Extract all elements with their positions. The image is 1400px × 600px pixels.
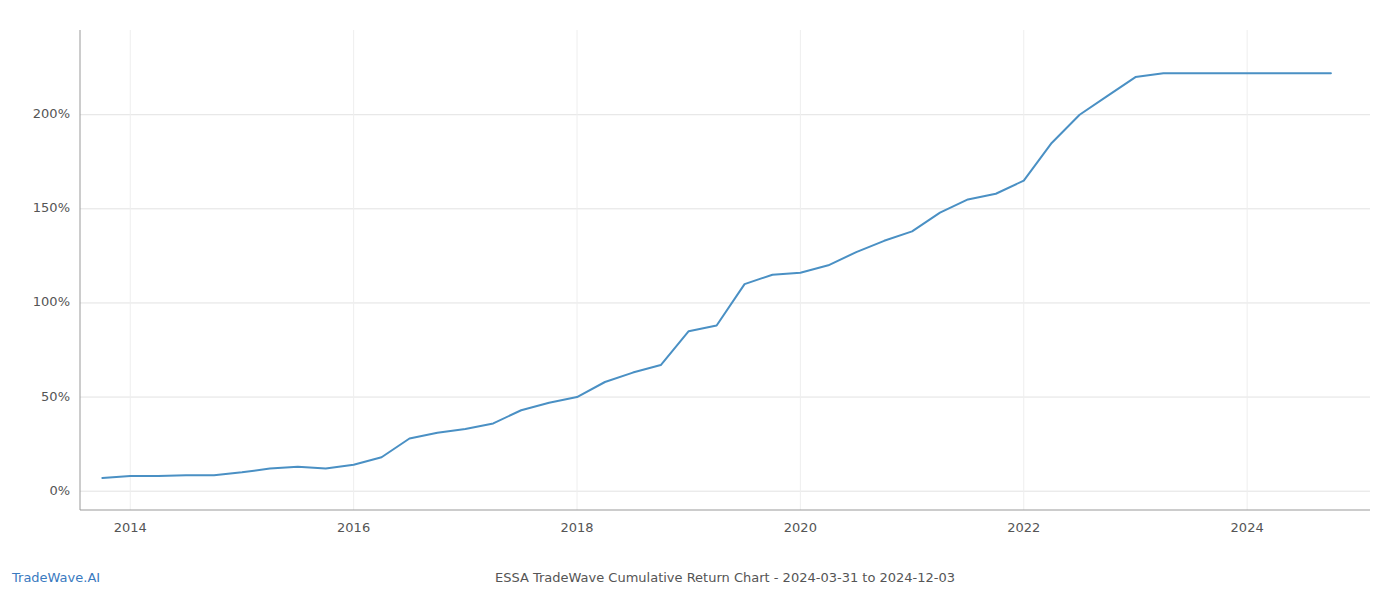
x-tick-label: 2018 xyxy=(560,520,593,535)
plot-area xyxy=(102,73,1331,478)
y-tick-label: 150% xyxy=(33,200,70,215)
y-grid-line xyxy=(80,208,1370,209)
x-tick-label: 2016 xyxy=(337,520,370,535)
x-tick-label: 2020 xyxy=(784,520,817,535)
x-grid-line xyxy=(130,30,131,510)
axes: 0% 50% 100% 150% 200% 2014 2016 2018 2020 2022 202… xyxy=(33,30,1370,535)
chart-svg: 0% 50% 100% 150% 200% 2014 2016 2018 2020 2022 202… xyxy=(0,0,1400,600)
x-grid-line xyxy=(1023,30,1024,510)
line-series xyxy=(102,73,1331,478)
x-axis-line xyxy=(80,510,1370,511)
y-tick-label: 50% xyxy=(41,389,70,404)
chart-title: ESSA TradeWave Cumulative Return Chart -… xyxy=(495,570,955,585)
chart-container: 0% 50% 100% 150% 200% 2014 2016 2018 2020 2022 202… xyxy=(0,0,1400,600)
x-grid-line xyxy=(800,30,801,510)
y-grid-line xyxy=(80,397,1370,398)
y-grid-line xyxy=(80,491,1370,492)
y-tick-label: 0% xyxy=(49,483,70,498)
x-tick-label: 2022 xyxy=(1007,520,1040,535)
x-tick-label: 2024 xyxy=(1231,520,1264,535)
grid xyxy=(80,30,1370,510)
footer: ESSA TradeWave Cumulative Return Chart -… xyxy=(11,570,955,585)
x-grid-line xyxy=(353,30,354,510)
y-axis-line xyxy=(80,30,81,510)
x-grid-line xyxy=(1247,30,1248,510)
y-tick-label: 200% xyxy=(33,106,70,121)
x-tick-label: 2014 xyxy=(114,520,147,535)
y-tick-label: 100% xyxy=(33,294,70,309)
y-grid-line xyxy=(80,114,1370,115)
x-grid-line xyxy=(577,30,578,510)
watermark: TradeWave.AI xyxy=(11,570,100,585)
y-grid-line xyxy=(80,302,1370,303)
